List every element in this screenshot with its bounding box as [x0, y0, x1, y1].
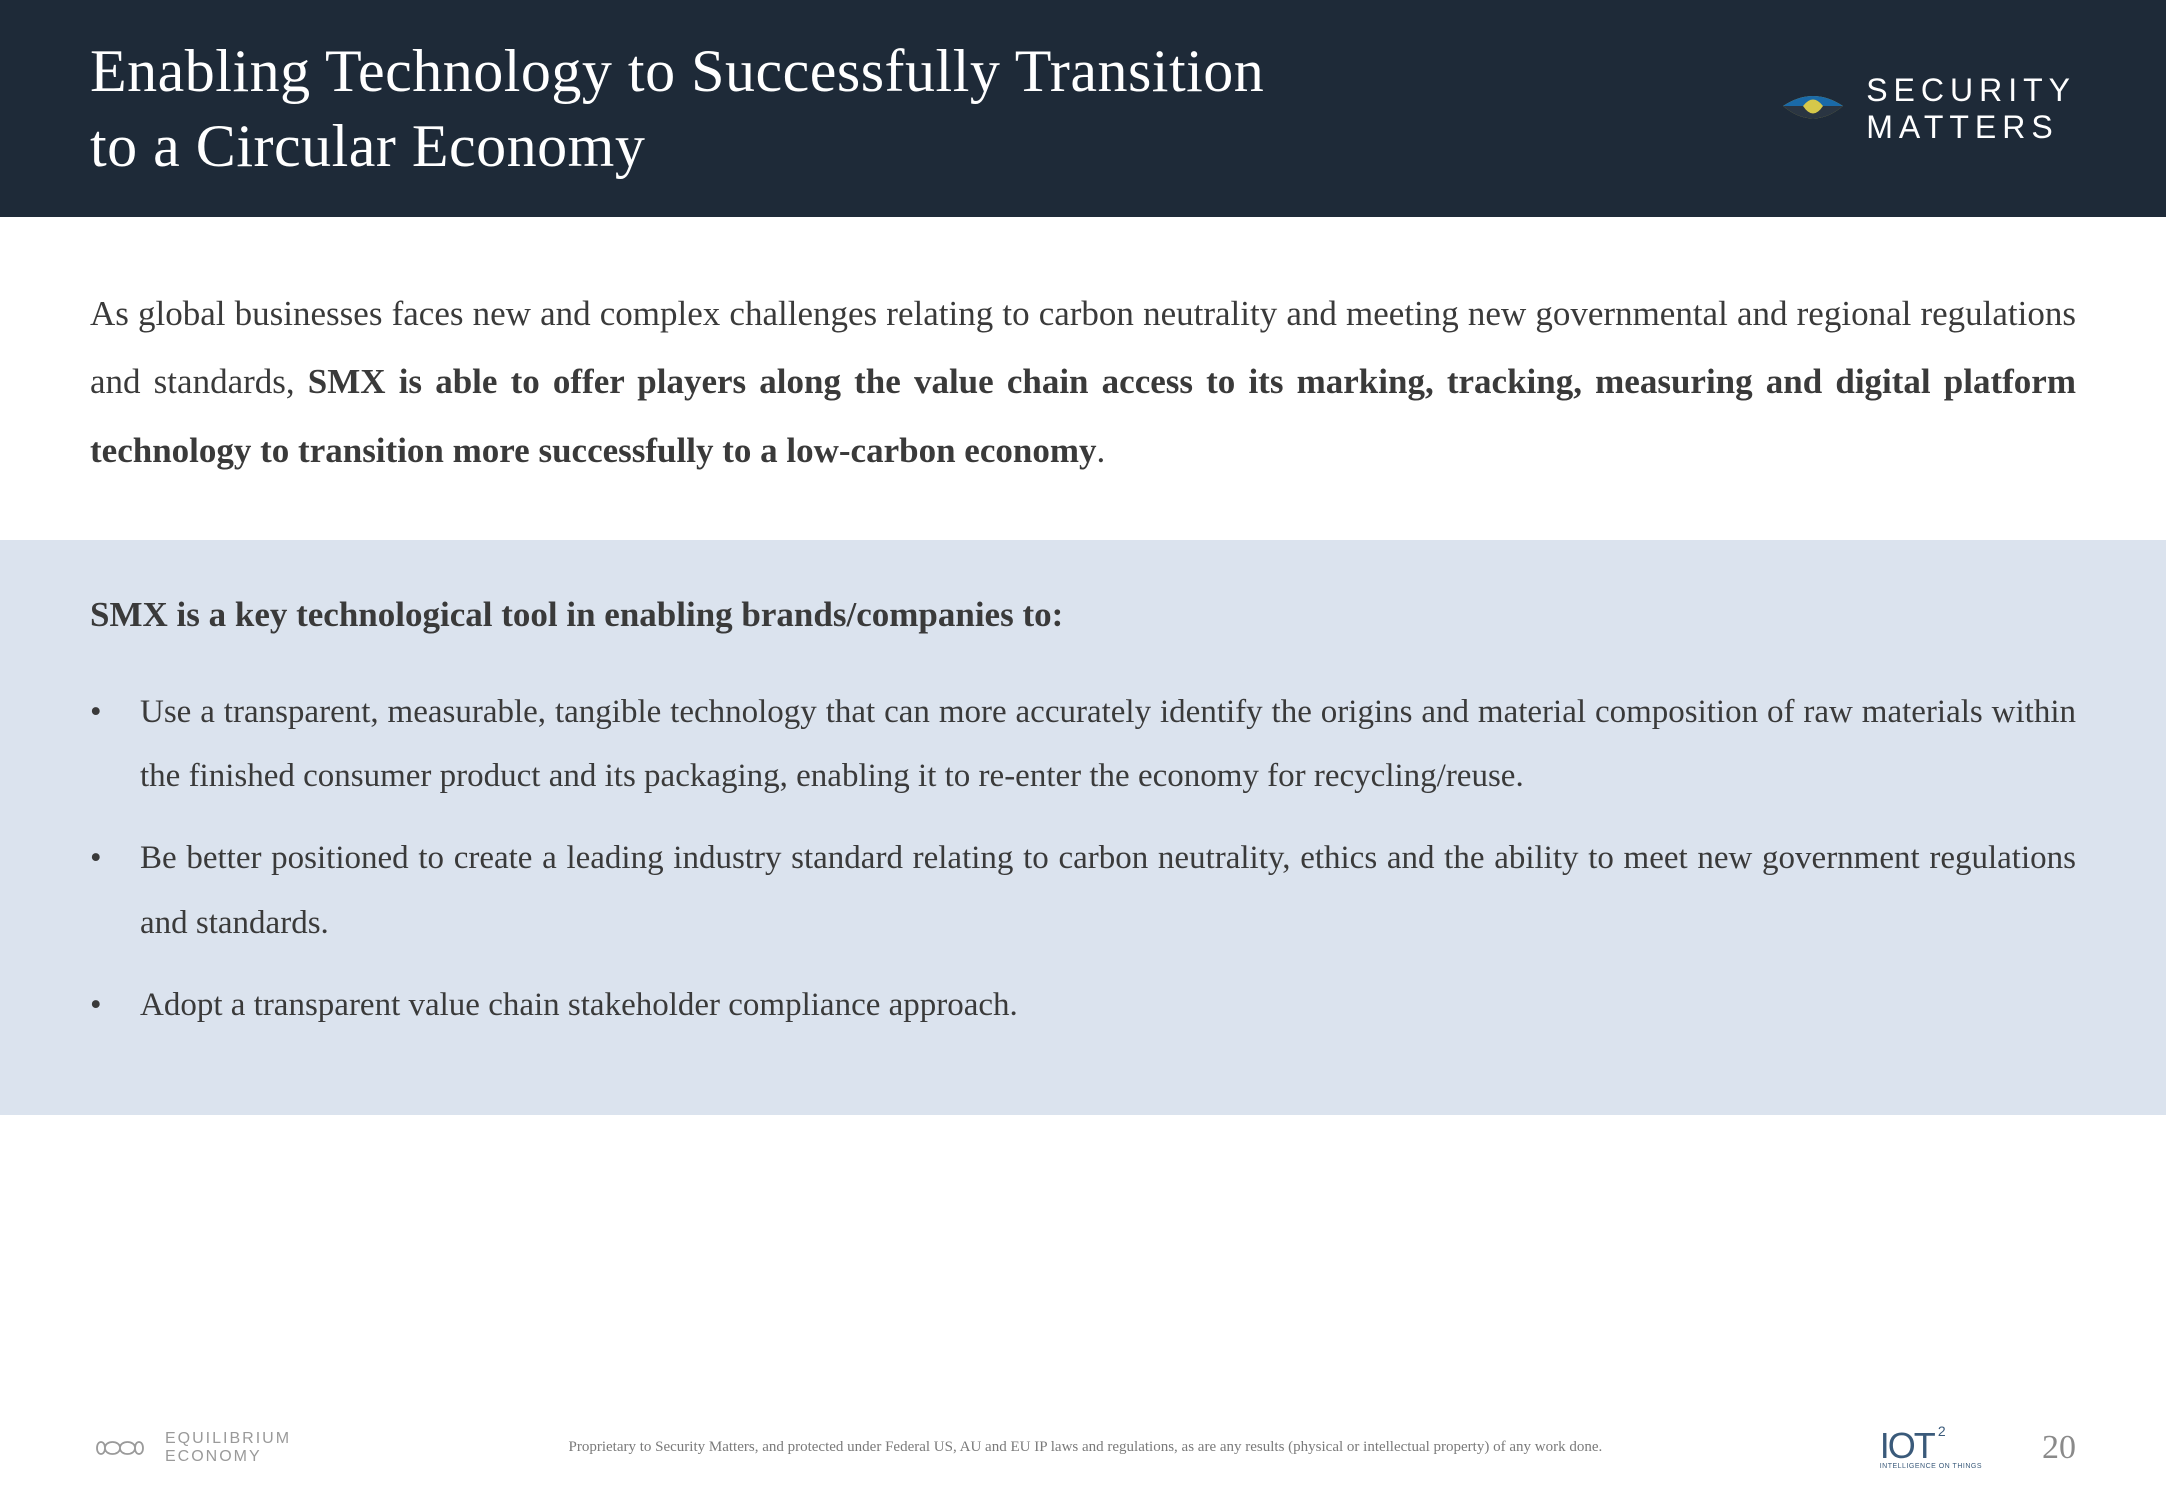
- intro-text-2: .: [1096, 431, 1105, 470]
- intro-bold: SMX is able to offer players along the v…: [90, 362, 2076, 469]
- security-matters-logo: SECURITY MATTERS: [1778, 72, 2076, 146]
- highlight-box: SMX is a key technological tool in enabl…: [0, 540, 2166, 1116]
- slide-header: Enabling Technology to Successfully Tran…: [0, 0, 2166, 220]
- eq-line-1: EQUILIBRIUM: [165, 1430, 291, 1447]
- equilibrium-text: EQUILIBRIUM ECONOMY: [165, 1430, 291, 1465]
- box-heading: SMX is a key technological tool in enabl…: [90, 595, 2076, 635]
- title-line-2: to a Circular Economy: [90, 113, 645, 179]
- page-title: Enabling Technology to Successfully Tran…: [90, 34, 1264, 184]
- slide-footer: EQUILIBRIUM ECONOMY Proprietary to Secur…: [0, 1425, 2166, 1470]
- title-line-1: Enabling Technology to Successfully Tran…: [90, 38, 1264, 104]
- footer-left: EQUILIBRIUM ECONOMY: [90, 1430, 291, 1465]
- infinity-icon: [90, 1433, 150, 1463]
- bullet-item: Be better positioned to create a leading…: [140, 826, 2076, 955]
- logo-line-2: MATTERS: [1866, 109, 2059, 145]
- logo-text: SECURITY MATTERS: [1866, 72, 2076, 146]
- bullet-item: Adopt a transparent value chain stakehol…: [140, 973, 2076, 1037]
- intro-paragraph: As global businesses faces new and compl…: [90, 280, 2076, 485]
- footer-right: IOT2 INTELLIGENCE ON THINGS 20: [1880, 1425, 2076, 1470]
- page-number: 20: [2042, 1429, 2076, 1467]
- logo-line-1: SECURITY: [1866, 72, 2076, 108]
- bullet-list: Use a transparent, measurable, tangible …: [90, 680, 2076, 1038]
- eq-line-2: ECONOMY: [165, 1448, 262, 1465]
- footer-disclaimer: Proprietary to Security Matters, and pro…: [291, 1439, 1880, 1456]
- iot-logo: IOT2 INTELLIGENCE ON THINGS: [1880, 1425, 1982, 1470]
- bullet-item: Use a transparent, measurable, tangible …: [140, 680, 2076, 809]
- shield-eye-icon: [1778, 81, 1848, 136]
- slide-content: As global businesses faces new and compl…: [0, 220, 2166, 1115]
